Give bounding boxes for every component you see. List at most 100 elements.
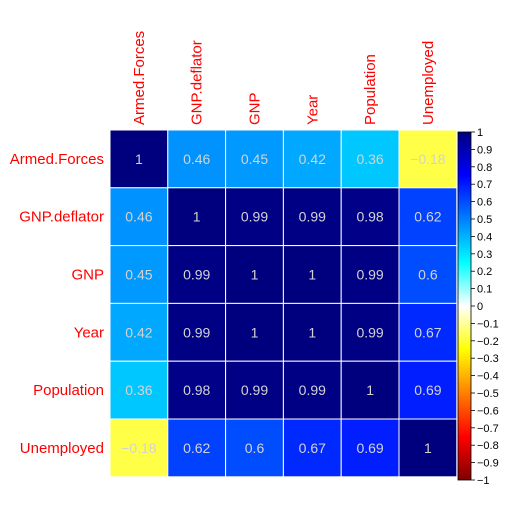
heatmap-cell [340,418,400,478]
cell-value-label: 0.45 [125,267,152,283]
heatmap-cell [167,187,227,247]
heatmap-cell [398,302,458,362]
legend-tick-label: 0 [477,301,483,313]
column-label: Armed.Forces [131,31,148,125]
column-labels: Armed.Forces GNP.deflator GNP Year Populatio… [131,31,437,125]
heatmap-cell [225,129,284,189]
legend-tick-label: 0.9 [477,144,492,156]
cell-value-label: 0.42 [125,324,152,340]
cell-value-label: 1 [193,209,201,225]
color-legend: 1 0.9 0.8 0.7 0.6 0.5 0.4 0.3 0.2 0.1 0 −0.1 −0.2 −0.… [457,127,499,487]
cell-value-label: 1 [251,324,259,340]
heatmap-cell [109,360,169,420]
heatmap-cell [340,245,400,304]
cell-value-label: 1 [251,267,259,283]
column-label: Unemployed [420,41,437,125]
column-label: GNP [247,92,264,125]
legend-tick-label: −0.8 [477,440,499,452]
heatmap-cell [398,129,458,189]
heatmap-cell [340,360,400,420]
cell-value-label: 0.99 [356,324,383,340]
cell-value-label: −0.18 [410,151,446,167]
heatmap-cell [398,418,458,478]
column-label: GNP.deflator [189,40,206,125]
heatmap-cell [167,129,227,189]
heatmap-cell [109,302,169,362]
legend-tick-label: −0.1 [477,318,499,330]
cell-value-label: 0.36 [356,151,383,167]
cell-value-label: 0.99 [241,382,268,398]
heatmap-cell [282,187,342,247]
cell-value-label: 0.6 [245,440,265,456]
cell-value-label: 0.99 [241,209,268,225]
row-label: Unemployed [20,440,104,457]
cell-value-label: 0.99 [183,267,210,283]
heatmap-cell [340,302,400,362]
heatmap-cell [282,245,342,304]
heatmap-cell [225,360,284,420]
row-labels: Armed.Forces GNP.deflator GNP Year Populatio… [10,151,104,457]
legend-tick-label: 0.3 [477,249,492,261]
legend-tick-label: −0.5 [477,388,499,400]
cell-value-label: 0.67 [414,324,441,340]
legend-tick-label: −0.6 [477,405,499,417]
heatmap-cells: 1 0.46 0.45 0.42 0.36 −0.18 0.46 1 0.99 0.99 0.98 0… [109,129,458,478]
legend-tick-label: 1 [477,127,483,139]
color-legend-ticks: 1 0.9 0.8 0.7 0.6 0.5 0.4 0.3 0.2 0.1 0 −0.1 −0.2 −0.… [471,127,499,487]
cell-value-label: 0.99 [356,267,383,283]
row-label: Population [33,382,104,399]
legend-tick-label: −0.4 [477,371,499,383]
row-label: GNP [71,267,104,284]
cell-value-label: 0.46 [125,209,152,225]
heatmap-cell [167,245,227,304]
cell-value-label: 0.99 [299,382,326,398]
cell-value-label: 1 [308,267,316,283]
legend-tick-label: 0.6 [477,197,492,209]
row-label: Year [74,324,104,341]
color-legend-bar [457,131,472,481]
column-label: Population [362,54,379,125]
legend-tick-label: 0.5 [477,214,492,226]
cell-value-label: 0.67 [299,440,326,456]
legend-tick-label: 0.2 [477,266,492,278]
heatmap-cell [398,245,458,304]
cell-value-label: 0.46 [183,151,210,167]
cell-value-label: −0.18 [121,440,157,456]
cell-value-label: 0.62 [183,440,210,456]
legend-tick-label: −0.3 [477,353,499,365]
legend-tick-label: 0.8 [477,162,492,174]
heatmap-cell [282,360,342,420]
cell-value-label: 0.98 [183,382,210,398]
cell-value-label: 0.45 [241,151,268,167]
cell-value-label: 0.6 [418,267,438,283]
cell-value-label: 0.69 [356,440,383,456]
cell-value-label: 0.69 [414,382,441,398]
cell-value-label: 1 [424,440,432,456]
cell-value-label: 0.99 [299,209,326,225]
heatmap-cell [225,302,284,362]
legend-tick-label: 0.7 [477,179,492,191]
heatmap-cell [109,129,169,189]
heatmap-cell [282,418,342,478]
legend-tick-label: 0.1 [477,284,492,296]
cell-value-label: 1 [135,151,143,167]
legend-tick-label: −1 [477,475,490,487]
cell-value-label: 0.98 [356,209,383,225]
legend-tick-label: 0.4 [477,231,492,243]
legend-tick-label: −0.7 [477,423,499,435]
column-label: Year [304,95,321,125]
cell-value-label: 1 [366,382,374,398]
heatmap-cell [398,187,458,247]
legend-tick-label: −0.2 [477,336,499,348]
cell-value-label: 1 [308,324,316,340]
cell-value-label: 0.99 [183,324,210,340]
heatmap-cell [167,302,227,362]
legend-tick-label: −0.9 [477,458,499,470]
heatmap-cell [109,418,169,478]
heatmap-cell [282,302,342,362]
heatmap-cell [398,360,458,420]
row-label: GNP.deflator [19,209,104,226]
cell-value-label: 0.62 [414,209,441,225]
cell-value-label: 0.36 [125,382,152,398]
